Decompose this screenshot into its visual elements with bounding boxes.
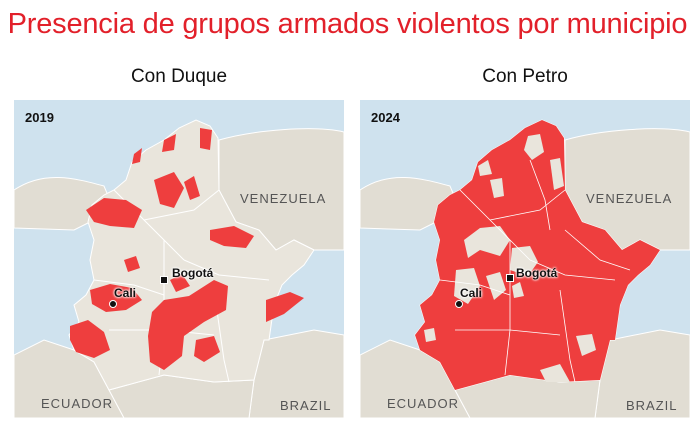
map-year: 2019 — [25, 110, 54, 125]
country-label-venezuela: VENEZUELA — [240, 191, 327, 206]
unaffected-zone — [490, 178, 504, 198]
armed-zone — [124, 256, 140, 272]
bogota-marker — [506, 274, 514, 282]
map-2024-svg — [360, 119, 690, 418]
unaffected-zone — [550, 158, 564, 190]
unaffected-zone — [576, 334, 596, 356]
unaffected-zone — [478, 160, 492, 176]
armed-zone — [415, 120, 660, 390]
country-label-ecuador: ECUADOR — [387, 396, 460, 411]
armed-zone — [90, 284, 142, 312]
armed-zone — [148, 280, 228, 370]
armed-zone — [86, 198, 142, 228]
armed-zone — [194, 336, 220, 362]
bogota-marker — [160, 276, 168, 284]
city-label-cali: Cali — [460, 286, 483, 300]
unaffected-zone — [510, 246, 538, 276]
cali-marker — [455, 300, 463, 308]
armed-zone — [154, 172, 184, 208]
map-2019: 2019 VENEZUELA ECUADOR BRAZIL Bogotá Cal… — [14, 100, 344, 418]
armed-zone — [70, 320, 110, 358]
armed-zone — [162, 134, 176, 152]
unaffected-zone — [512, 282, 524, 298]
unaffected-zone — [424, 328, 436, 342]
map-subtitle-duque: Con Duque — [130, 66, 228, 87]
internal-boundaries — [439, 159, 631, 383]
page-title: Presencia de grupos armados violentos po… — [7, 8, 688, 40]
unaffected-zone — [486, 272, 506, 300]
armed-presence-2019 — [70, 128, 304, 370]
cali-marker — [109, 300, 117, 308]
map-subtitle-petro: Con Petro — [482, 66, 568, 87]
unaffected-zone — [464, 226, 510, 258]
country-label-brazil: BRAZIL — [626, 398, 678, 413]
armed-zone — [132, 148, 142, 164]
armed-zone — [200, 128, 212, 150]
city-label-bogota: Bogotá — [516, 266, 558, 280]
country-label-brazil: BRAZIL — [280, 398, 332, 413]
armed-zone — [210, 226, 254, 248]
armed-zone — [266, 292, 304, 322]
city-label-cali: Cali — [114, 286, 137, 300]
colombia-land — [68, 119, 315, 391]
map-year: 2024 — [371, 110, 400, 125]
unaffected-zone — [540, 364, 570, 382]
armed-zone — [184, 176, 200, 200]
unaffected-zone — [524, 134, 544, 160]
map-2019-svg — [14, 119, 344, 418]
unaffected-zone — [454, 268, 480, 304]
country-label-venezuela: VENEZUELA — [586, 191, 673, 206]
map-2024: 2024 VENEZUELA ECUADOR BRAZIL Bogotá Cal… — [360, 100, 690, 418]
armed-presence-2024 — [415, 120, 660, 390]
country-label-ecuador: ECUADOR — [41, 396, 114, 411]
unaffected-areas-2024 — [424, 134, 596, 382]
armed-zone — [170, 274, 190, 292]
city-label-bogota: Bogotá — [172, 266, 214, 280]
